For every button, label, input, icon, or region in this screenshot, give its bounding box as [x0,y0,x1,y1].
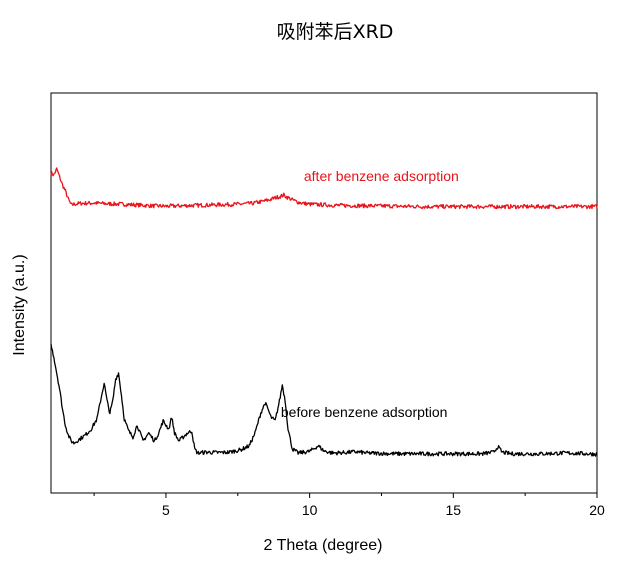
x-axis-label: 2 Theta (degree) [264,537,383,554]
x-axis-ticks: 5 10 15 20 [93,493,605,518]
label-before-adsorption: before benzene adsorption [281,404,448,420]
series-line-before [50,343,598,457]
series-annotations: after benzene adsorption before benzene a… [281,168,459,420]
label-after-adsorption: after benzene adsorption [304,168,459,184]
x-tick-label: 5 [162,502,170,518]
series-line-after [50,167,598,210]
x-tick-label: 10 [302,502,318,518]
series-group [50,167,598,457]
x-tick-label: 20 [589,502,605,518]
y-axis-label: Intensity (a.u.) [11,254,28,355]
x-tick-label: 15 [446,502,462,518]
plot-frame [50,92,598,494]
plot-area [50,92,598,494]
chart-title: 吸附苯后XRD [277,21,394,43]
